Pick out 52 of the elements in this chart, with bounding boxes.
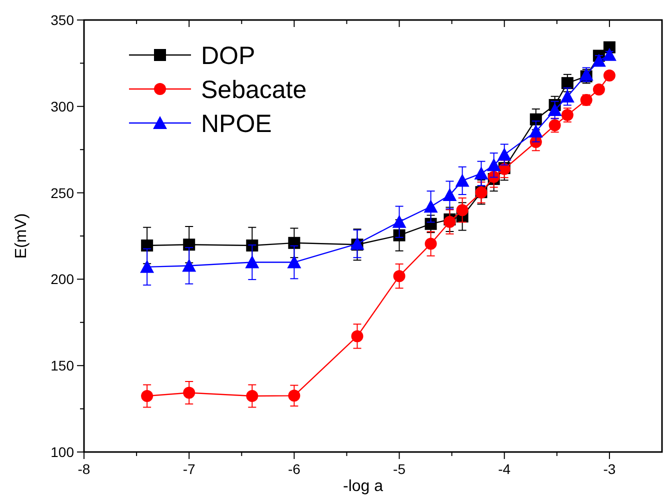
y-tick-label: 200 — [50, 271, 74, 288]
point — [351, 330, 364, 342]
point — [424, 200, 438, 213]
x-tick-label: -3 — [603, 461, 616, 477]
y-tick-label: 300 — [50, 98, 74, 114]
point — [392, 214, 406, 228]
point — [442, 188, 457, 202]
point — [592, 54, 606, 67]
point — [561, 77, 574, 90]
point — [424, 238, 437, 250]
point — [141, 390, 154, 402]
point — [602, 48, 616, 61]
point — [486, 158, 501, 172]
x-tick-label: -4 — [498, 461, 511, 477]
y-tick-label: 150 — [50, 358, 74, 374]
point — [288, 236, 300, 249]
point — [456, 204, 468, 216]
legend-label: Sebacate — [201, 76, 307, 104]
x-tick-label: -6 — [288, 461, 301, 477]
point — [455, 174, 470, 187]
point — [530, 113, 542, 126]
point — [579, 68, 594, 81]
x-axis-title: -log a — [342, 478, 384, 495]
point — [393, 270, 406, 282]
legend-label: DOP — [201, 42, 256, 70]
x-tick-label: -7 — [182, 461, 196, 477]
point — [528, 124, 543, 138]
point — [548, 103, 562, 116]
y-tick-label: 350 — [50, 12, 74, 28]
point — [424, 218, 437, 230]
point — [183, 238, 196, 251]
point — [182, 258, 196, 272]
point — [287, 255, 302, 268]
y-tick-label: 100 — [50, 444, 74, 460]
legend-label: NPOE — [201, 110, 272, 138]
point — [183, 386, 196, 399]
point — [560, 90, 574, 103]
y-tick-label: 250 — [50, 184, 74, 201]
point — [603, 69, 616, 82]
point — [141, 240, 154, 252]
point — [245, 255, 260, 268]
point — [140, 260, 154, 273]
point — [246, 390, 258, 402]
point — [592, 83, 605, 96]
point — [474, 166, 488, 180]
point — [246, 240, 258, 252]
point — [497, 148, 512, 161]
x-tick-label: -8 — [78, 461, 90, 477]
point — [288, 390, 300, 402]
y-axis-title: E(mV) — [13, 213, 30, 259]
x-tick-label: -5 — [393, 461, 406, 477]
point — [444, 216, 456, 228]
